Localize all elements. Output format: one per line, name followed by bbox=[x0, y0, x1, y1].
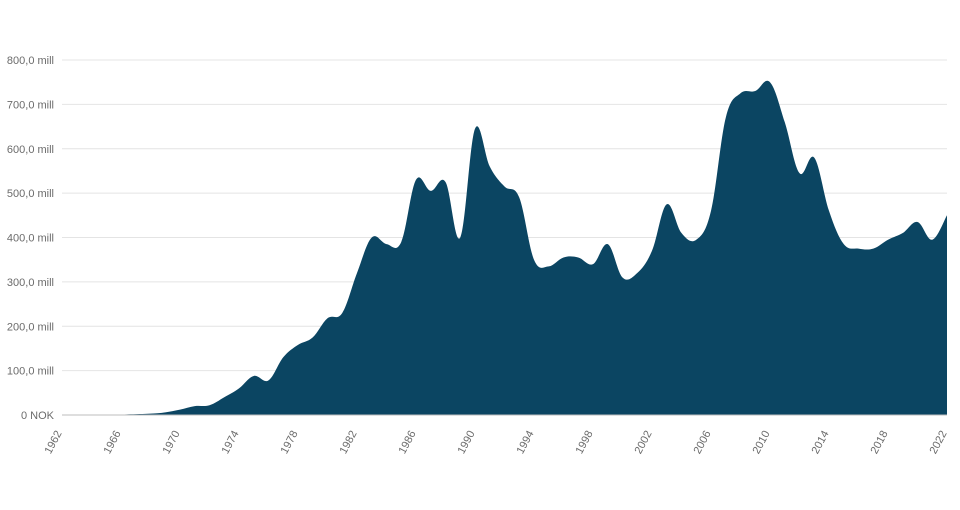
x-tick-label: 2022 bbox=[928, 429, 950, 456]
x-tick-label: 1998 bbox=[574, 429, 596, 456]
x-tick-label: 1994 bbox=[515, 429, 537, 456]
y-tick-label: 200,0 mill bbox=[7, 321, 54, 333]
y-tick-label: 300,0 mill bbox=[7, 277, 54, 289]
y-axis-ticks: 0 NOK 100,0 mill 200,0 mill 300,0 mill 400,0… bbox=[7, 55, 55, 422]
x-tick-label: 1970 bbox=[161, 429, 183, 456]
y-tick-label: 0 NOK bbox=[21, 410, 55, 422]
series-area bbox=[62, 80, 947, 415]
x-tick-label: 1962 bbox=[43, 429, 65, 456]
x-tick-label: 2002 bbox=[633, 429, 655, 456]
x-tick-label: 2018 bbox=[869, 429, 891, 456]
x-tick-label: 2010 bbox=[751, 429, 773, 456]
y-tick-label: 600,0 mill bbox=[7, 144, 54, 156]
x-tick-label: 1982 bbox=[338, 429, 360, 456]
y-tick-label: 700,0 mill bbox=[7, 99, 54, 111]
x-tick-label: 1966 bbox=[102, 429, 124, 456]
x-tick-label: 1978 bbox=[279, 429, 301, 456]
x-axis-ticks: 1962 1966 1970 1974 1978 1982 1986 1990 1994 1998… bbox=[43, 429, 950, 456]
x-tick-label: 2014 bbox=[810, 429, 832, 456]
x-tick-label: 1986 bbox=[397, 429, 419, 456]
y-tick-label: 400,0 mill bbox=[7, 233, 54, 245]
y-tick-label: 100,0 mill bbox=[7, 366, 54, 378]
x-tick-label: 1974 bbox=[220, 429, 242, 456]
y-tick-label: 500,0 mill bbox=[7, 188, 54, 200]
y-tick-label: 800,0 mill bbox=[7, 55, 54, 67]
x-tick-label: 1990 bbox=[456, 429, 478, 456]
x-tick-label: 2006 bbox=[692, 429, 714, 456]
